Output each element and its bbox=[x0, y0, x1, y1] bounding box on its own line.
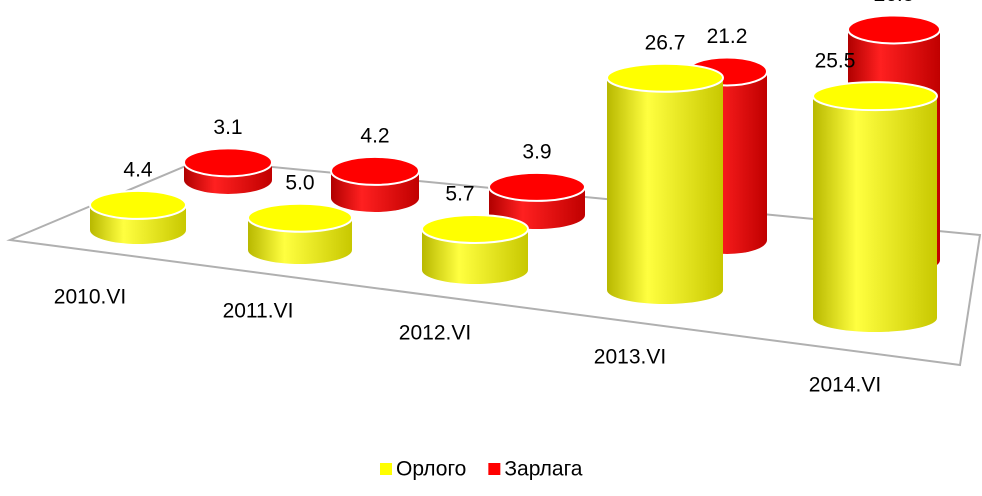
x-tick-label: 2010.VI bbox=[54, 286, 126, 309]
data-label: 26.7 bbox=[645, 31, 686, 54]
cylinder bbox=[89, 189, 187, 244]
x-tick-label: 2013.VI bbox=[594, 346, 666, 369]
cylinder-top bbox=[488, 171, 586, 202]
cylinder bbox=[812, 81, 938, 333]
cylinder-top bbox=[247, 202, 353, 233]
cylinder-top bbox=[330, 155, 420, 186]
cylinder bbox=[183, 147, 273, 194]
cylinder-top bbox=[812, 81, 938, 112]
cylinder-body bbox=[607, 77, 723, 304]
cylinder-body bbox=[422, 228, 528, 284]
data-label: 21.2 bbox=[707, 25, 748, 48]
data-label: 3.9 bbox=[522, 140, 551, 163]
cylinder bbox=[247, 202, 353, 264]
x-tick-label: 2011.VI bbox=[223, 300, 294, 323]
cylinder bbox=[330, 155, 420, 212]
legend-label: Зарлага bbox=[504, 458, 582, 481]
cylinder-body bbox=[813, 96, 937, 333]
data-label: 3.1 bbox=[213, 116, 242, 139]
floor bbox=[6, 158, 982, 367]
cylinder-top bbox=[606, 62, 724, 93]
cylinder bbox=[606, 62, 724, 304]
cylinder-top bbox=[421, 213, 529, 244]
x-tick-label: 2012.VI bbox=[399, 322, 471, 345]
cylinder-top bbox=[183, 147, 273, 178]
cylinder bbox=[421, 213, 529, 284]
data-label: 5.0 bbox=[285, 171, 314, 194]
data-label: 26.5 bbox=[874, 0, 915, 6]
legend-swatch bbox=[380, 463, 392, 475]
data-label: 5.7 bbox=[445, 183, 474, 206]
cylinder-top bbox=[89, 189, 187, 220]
data-label: 25.5 bbox=[815, 50, 856, 73]
x-tick-label: 2014.VI bbox=[809, 374, 881, 397]
legend-swatch bbox=[488, 463, 501, 475]
data-label: 4.4 bbox=[123, 158, 153, 181]
data-label: 4.2 bbox=[360, 124, 389, 147]
legend-label: Орлого bbox=[396, 458, 466, 481]
cylinder-top bbox=[847, 14, 941, 45]
